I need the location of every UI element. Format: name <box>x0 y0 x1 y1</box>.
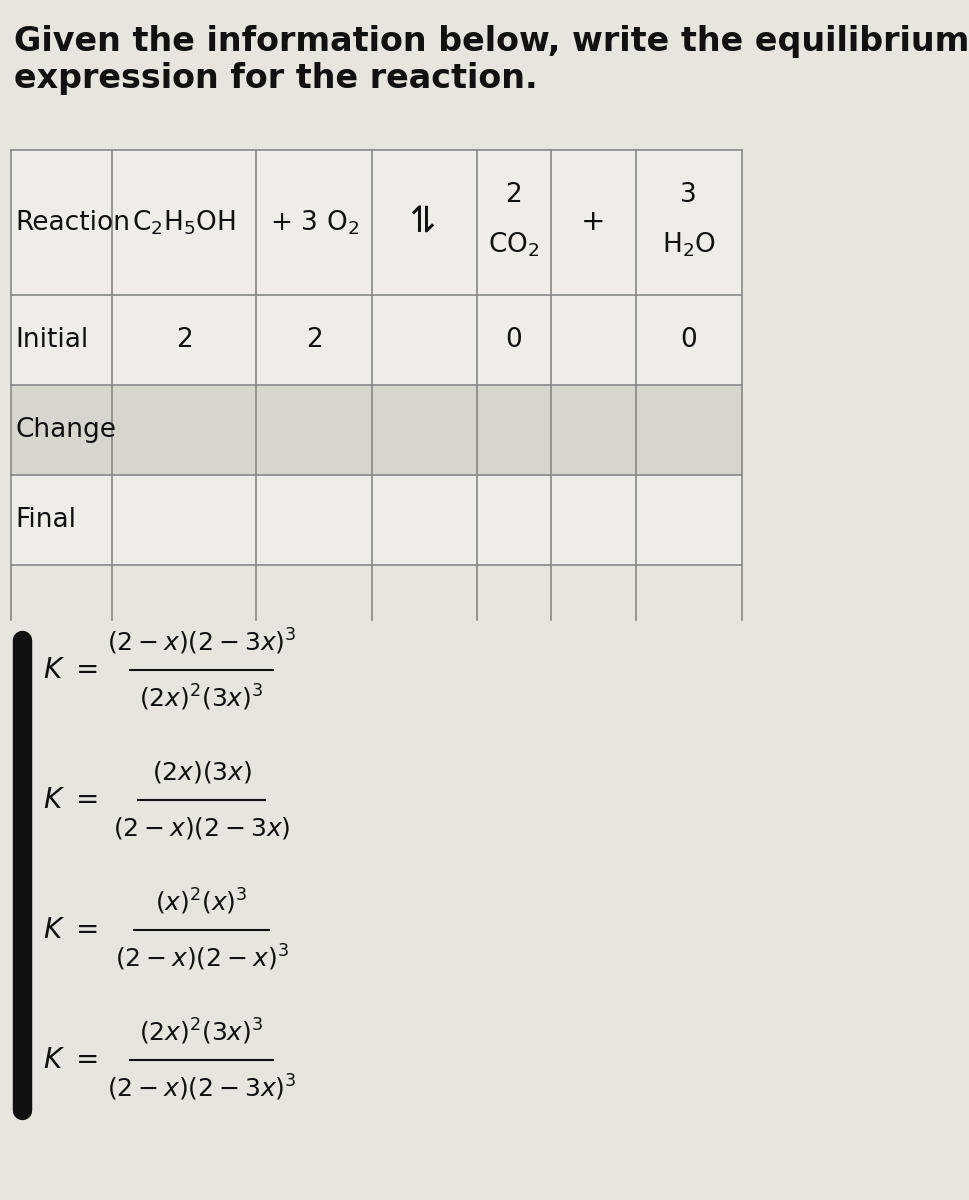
Text: $(2x)^2(3x)^3$: $(2x)^2(3x)^3$ <box>140 1016 264 1048</box>
Bar <box>11 385 741 475</box>
Text: $(2-x)(2-3x)^3$: $(2-x)(2-3x)^3$ <box>107 626 297 658</box>
Text: $K\ =$: $K\ =$ <box>43 1046 98 1074</box>
Text: expression for the reaction.: expression for the reaction. <box>14 62 537 95</box>
Text: +: + <box>580 209 605 236</box>
Text: $\mathrm{C_2H_5OH}$: $\mathrm{C_2H_5OH}$ <box>132 209 235 236</box>
Text: Given the information below, write the equilibrium: Given the information below, write the e… <box>14 25 968 58</box>
Text: $(2-x)(2-3x)$: $(2-x)(2-3x)$ <box>112 815 290 841</box>
Text: Reaction: Reaction <box>16 210 131 235</box>
Bar <box>11 295 741 385</box>
Text: $(2-x)(2-3x)^3$: $(2-x)(2-3x)^3$ <box>107 1073 297 1103</box>
Text: $(2x)^2(3x)^3$: $(2x)^2(3x)^3$ <box>140 683 264 713</box>
Text: $K\ =$: $K\ =$ <box>43 917 98 943</box>
Text: $\rightleftharpoons$: $\rightleftharpoons$ <box>407 204 441 241</box>
Text: $K\ =$: $K\ =$ <box>43 656 98 684</box>
Text: Initial: Initial <box>16 326 89 353</box>
Text: $\mathrm{CO_2}$: $\mathrm{CO_2}$ <box>487 230 539 259</box>
Text: 2: 2 <box>305 326 323 353</box>
Text: 2: 2 <box>505 181 521 208</box>
Text: $(x)^2(x)^3$: $(x)^2(x)^3$ <box>155 887 248 917</box>
Text: Final: Final <box>16 506 77 533</box>
Text: $(2x)(3x)$: $(2x)(3x)$ <box>151 758 252 785</box>
Text: 0: 0 <box>505 326 521 353</box>
Bar <box>11 475 741 565</box>
Text: 0: 0 <box>679 326 697 353</box>
Text: $K\ =$: $K\ =$ <box>43 786 98 814</box>
Bar <box>11 150 741 295</box>
Text: Change: Change <box>16 416 116 443</box>
Text: 2: 2 <box>175 326 193 353</box>
Text: $(2-x)(2-x)^3$: $(2-x)(2-x)^3$ <box>114 943 288 973</box>
Text: $\mathrm{H_2O}$: $\mathrm{H_2O}$ <box>661 230 715 259</box>
Text: 3: 3 <box>679 181 697 208</box>
Text: $\mathrm{+\ 3\ O_2}$: $\mathrm{+\ 3\ O_2}$ <box>269 209 359 236</box>
